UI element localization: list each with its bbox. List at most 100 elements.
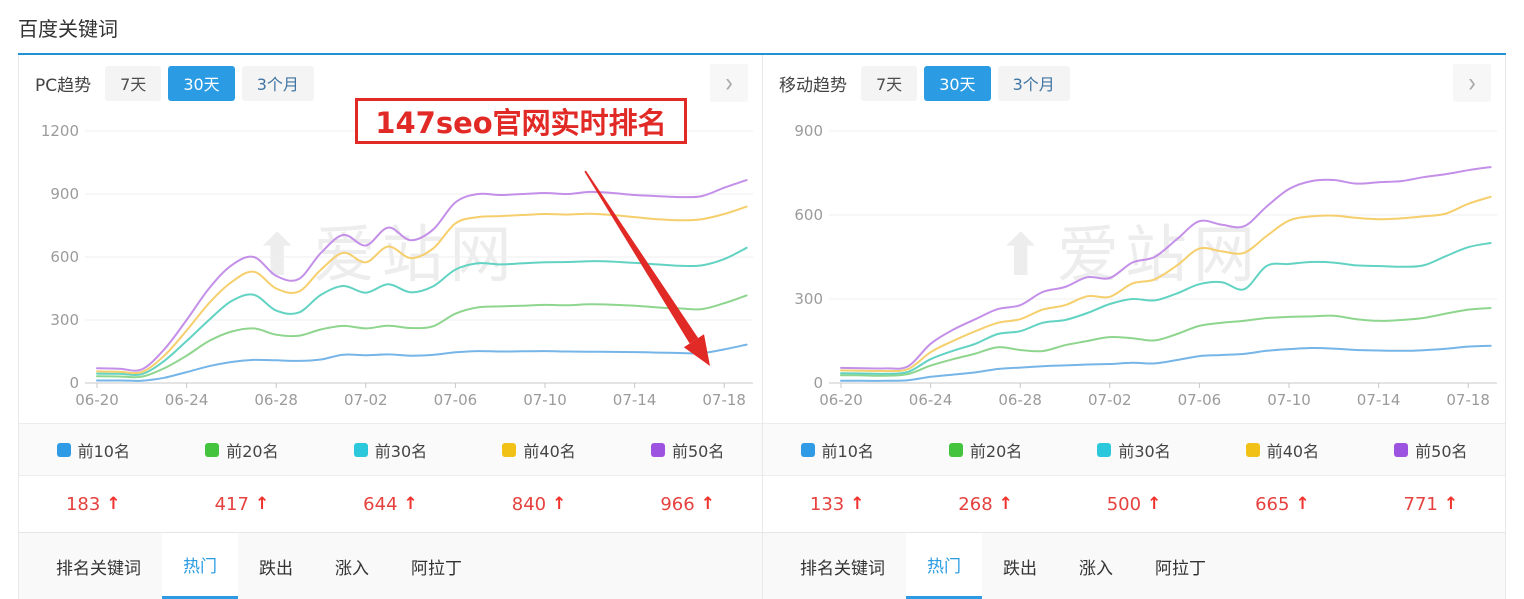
tab-hot[interactable]: 热门 xyxy=(162,533,238,599)
page-title-bar: 百度关键词 xyxy=(18,0,1506,55)
value-top10: 133 ↑ xyxy=(763,476,911,532)
legend-item-top40[interactable]: 前40名 xyxy=(465,424,614,475)
legend-item-top10[interactable]: 前10名 xyxy=(763,424,911,475)
value-number: 417 xyxy=(214,493,249,515)
chevron-right-icon: › xyxy=(1468,67,1476,98)
tab-risen-in[interactable]: 涨入 xyxy=(1079,558,1113,579)
svg-text:06-28: 06-28 xyxy=(254,391,298,409)
legend-swatch-top10 xyxy=(800,442,815,457)
up-arrow-icon: ↑ xyxy=(1443,494,1459,514)
legend-item-top30[interactable]: 前30名 xyxy=(316,424,465,475)
value-top20: 417 ↑ xyxy=(168,476,317,532)
pc-trend-panel: PC趋势 7天 30天 3个月 › ⬆ 爱站网 0 300 600 900 1200 06… xyxy=(19,55,762,599)
svg-text:06-20: 06-20 xyxy=(75,391,119,409)
up-arrow-icon: ↑ xyxy=(1295,494,1310,514)
svg-text:07-02: 07-02 xyxy=(1088,391,1132,409)
value-top40: 665 ↑ xyxy=(1208,476,1356,532)
legend-item-top40[interactable]: 前40名 xyxy=(1208,424,1356,475)
legend-swatch-top50 xyxy=(650,442,665,457)
mobile-trend-chart: 0 300 600 900 06-20 06-24 06-28 07-02 07-06 07-10… xyxy=(794,122,1497,409)
value-top10: 183 ↑ xyxy=(19,476,168,532)
legend-label: 前40名 xyxy=(523,441,576,461)
mobile-values-row: 133 ↑ 268 ↑ 500 ↑ 665 ↑ 771 ↑ xyxy=(763,476,1505,532)
pc-trend-chart: 0 300 600 900 1200 06-20 06-24 06-28 07-02 07-06 0… xyxy=(41,122,753,409)
value-number: 268 xyxy=(958,493,993,515)
svg-text:07-18: 07-18 xyxy=(1446,391,1490,409)
tab-dropped-out[interactable]: 跌出 xyxy=(1003,558,1037,579)
mobile-bottom-tabs: 排名关键词 热门 跌出 涨入 阿拉丁 xyxy=(763,532,1505,599)
range-tab-3months[interactable]: 3个月 xyxy=(241,65,314,101)
tab-aladdin[interactable]: 阿拉丁 xyxy=(411,558,462,579)
legend-item-top30[interactable]: 前30名 xyxy=(1060,424,1208,475)
legend-swatch-top50 xyxy=(1394,442,1409,457)
svg-text:600: 600 xyxy=(794,206,823,224)
value-top30: 644 ↑ xyxy=(316,476,465,532)
svg-text:600: 600 xyxy=(50,248,79,266)
expand-chevron-button[interactable]: › xyxy=(710,64,748,102)
value-top50: 771 ↑ xyxy=(1357,476,1505,532)
legend-label: 前30名 xyxy=(374,441,428,461)
page-title: 百度关键词 xyxy=(18,17,118,41)
up-arrow-icon: ↑ xyxy=(403,494,418,514)
up-arrow-icon: ↑ xyxy=(1147,494,1162,514)
up-arrow-icon: ↑ xyxy=(254,494,270,514)
svg-text:06-28: 06-28 xyxy=(998,391,1042,409)
legend-label: 前20名 xyxy=(969,441,1023,461)
range-tab-3months[interactable]: 3个月 xyxy=(997,65,1070,101)
value-number: 840 xyxy=(511,493,547,515)
range-tab-30days[interactable]: 30天 xyxy=(168,65,235,101)
svg-text:0: 0 xyxy=(813,374,823,392)
tab-aladdin[interactable]: 阿拉丁 xyxy=(1155,558,1206,579)
svg-text:300: 300 xyxy=(794,290,823,308)
tab-dropped-out[interactable]: 跌出 xyxy=(259,558,293,579)
value-number: 183 xyxy=(65,493,101,515)
up-arrow-icon: ↑ xyxy=(700,494,715,514)
svg-text:300: 300 xyxy=(50,311,79,329)
legend-swatch-top40 xyxy=(502,442,517,457)
tab-ranking-keywords[interactable]: 排名关键词 xyxy=(56,558,141,579)
svg-text:900: 900 xyxy=(794,122,823,140)
chevron-right-icon: › xyxy=(725,67,733,98)
legend-label: 前10名 xyxy=(821,441,874,461)
legend-swatch-top40 xyxy=(1245,442,1260,457)
up-arrow-icon: ↑ xyxy=(552,494,567,514)
svg-text:900: 900 xyxy=(50,185,79,203)
range-tab-7days[interactable]: 7天 xyxy=(105,65,162,101)
mobile-trend-panel: 移动趋势 7天 30天 3个月 › ⬆ 爱站网 0 300 600 900 06-20 0… xyxy=(762,55,1505,599)
tab-risen-in[interactable]: 涨入 xyxy=(335,558,369,579)
range-tab-30days[interactable]: 30天 xyxy=(924,65,991,101)
pc-panel-title: PC趋势 xyxy=(35,75,92,96)
legend-item-top20[interactable]: 前20名 xyxy=(168,424,317,475)
legend-item-top20[interactable]: 前20名 xyxy=(911,424,1059,475)
legend-item-top50[interactable]: 前50名 xyxy=(1357,424,1505,475)
legend-label: 前40名 xyxy=(1266,441,1320,461)
svg-text:06-24: 06-24 xyxy=(909,391,953,409)
legend-swatch-top10 xyxy=(56,442,71,457)
value-number: 966 xyxy=(660,493,695,515)
pc-panel-header: PC趋势 7天 30天 3个月 › xyxy=(19,55,762,111)
value-top30: 500 ↑ xyxy=(1060,476,1208,532)
up-arrow-icon: ↑ xyxy=(998,494,1013,514)
pc-range-tabs: 7天 30天 3个月 xyxy=(105,65,314,101)
range-tab-7days[interactable]: 7天 xyxy=(861,65,918,101)
svg-text:07-06: 07-06 xyxy=(1178,391,1222,409)
mobile-range-tabs: 7天 30天 3个月 xyxy=(861,65,1070,101)
tab-hot[interactable]: 热门 xyxy=(906,533,982,599)
legend-item-top50[interactable]: 前50名 xyxy=(613,424,762,475)
value-top20: 268 ↑ xyxy=(911,476,1059,532)
mobile-panel-title: 移动趋势 xyxy=(779,75,847,96)
legend-item-top10[interactable]: 前10名 xyxy=(19,424,168,475)
expand-chevron-button[interactable]: › xyxy=(1453,64,1491,102)
svg-text:1200: 1200 xyxy=(41,122,79,140)
svg-text:07-02: 07-02 xyxy=(344,391,388,409)
pc-bottom-tabs: 排名关键词 热门 跌出 涨入 阿拉丁 xyxy=(19,532,762,599)
legend-swatch-top20 xyxy=(948,442,963,457)
mobile-panel-header: 移动趋势 7天 30天 3个月 › xyxy=(763,55,1505,111)
legend-label: 前50名 xyxy=(671,441,725,461)
svg-text:06-20: 06-20 xyxy=(819,391,863,409)
legend-swatch-top30 xyxy=(1097,442,1112,457)
svg-text:07-10: 07-10 xyxy=(523,391,567,409)
legend-label: 前20名 xyxy=(226,441,279,461)
tab-ranking-keywords[interactable]: 排名关键词 xyxy=(800,558,885,579)
baidu-keyword-panels: PC趋势 7天 30天 3个月 › ⬆ 爱站网 0 300 600 900 1200 06… xyxy=(18,55,1506,599)
